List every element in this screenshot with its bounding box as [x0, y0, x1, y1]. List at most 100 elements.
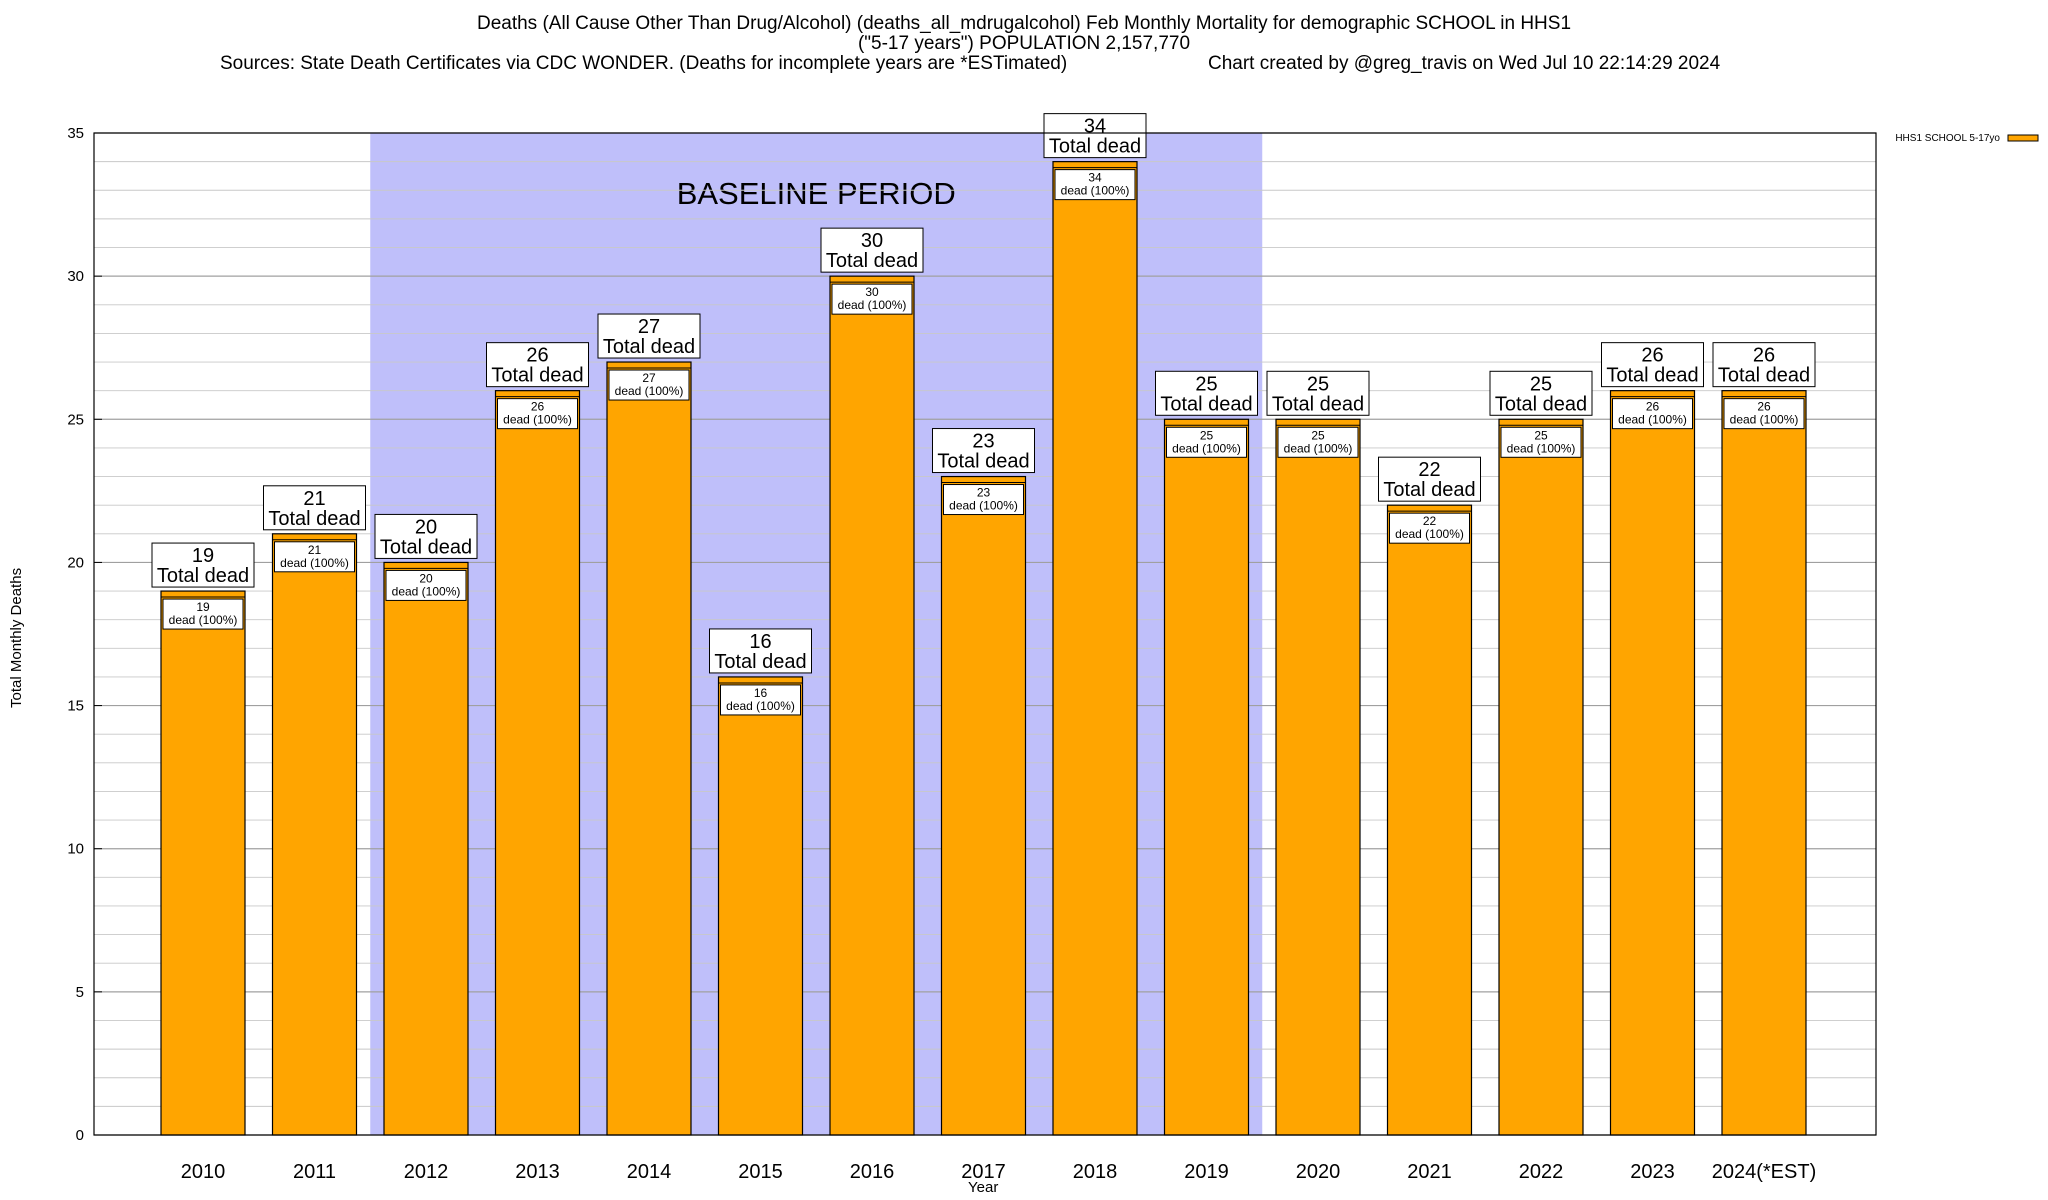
top-label-box [932, 428, 1035, 474]
top-label-box [486, 342, 589, 388]
x-tick-label: 2012 [404, 1161, 449, 1183]
top-label-value: 21 [303, 488, 325, 510]
x-axis-label: Year [968, 1179, 999, 1196]
inner-label-text: dead (100%) [1284, 441, 1353, 455]
inner-label-text: dead (100%) [615, 384, 684, 398]
inner-label-value: 25 [1200, 428, 1214, 442]
top-label-text: Total dead [1495, 393, 1587, 415]
top-label-box [709, 628, 812, 674]
top-label-value: 16 [749, 631, 771, 653]
y-tick-label: 30 [67, 268, 84, 285]
top-label-box [597, 313, 701, 359]
inner-label-value: 30 [865, 285, 879, 299]
inner-label-box [1166, 426, 1247, 458]
top-label-value: 26 [1641, 345, 1663, 367]
inner-label-value: 22 [1423, 514, 1437, 528]
inner-label-box [1723, 398, 1805, 430]
top-label-box [820, 227, 924, 273]
chart-subtitle: ("5-17 years") POPULATION 2,157,770 [857, 33, 1191, 54]
x-tick-label: 2020 [1296, 1161, 1341, 1183]
bar [271, 533, 358, 1136]
inner-label-box [1500, 426, 1582, 458]
bar [1163, 418, 1250, 1136]
plot-frame [93, 132, 1877, 1136]
top-label-text: Total dead [380, 536, 472, 558]
y-axis-label: Total Monthly Deaths [8, 567, 25, 708]
top-label-box [1601, 342, 1704, 388]
top-label-value: 27 [638, 316, 660, 338]
inner-label-text: dead (100%) [503, 413, 572, 427]
inner-label-value: 16 [754, 686, 768, 700]
top-label-text: Total dead [1160, 393, 1252, 415]
top-label-value: 25 [1530, 373, 1552, 395]
inner-label-box [497, 398, 578, 430]
inner-label-text: dead (100%) [838, 298, 907, 312]
y-tick-label: 15 [67, 698, 84, 715]
top-label-text: Total dead [714, 651, 806, 673]
baseline-label: BASELINE PERIOD [677, 176, 956, 211]
inner-label-value: 26 [1757, 400, 1771, 414]
top-label-text: Total dead [603, 336, 695, 358]
x-tick-label: 2010 [181, 1161, 226, 1183]
top-label-text: Total dead [1606, 365, 1698, 387]
inner-label-value: 26 [531, 400, 545, 414]
top-label-value: 25 [1307, 373, 1329, 395]
top-label-box [1266, 370, 1370, 416]
inner-label-box [1054, 169, 1136, 201]
inner-label-text: dead (100%) [392, 584, 461, 598]
inner-label-text: dead (100%) [1618, 413, 1687, 427]
inner-label-text: dead (100%) [280, 556, 349, 570]
inner-label-value: 25 [1311, 428, 1325, 442]
x-tick-label: 2016 [850, 1161, 895, 1183]
inner-label-box [385, 569, 467, 601]
bar [717, 676, 804, 1136]
inner-label-value: 19 [196, 600, 210, 614]
top-label-box [1155, 370, 1258, 416]
top-label-box [374, 513, 478, 559]
chart-credit: Chart created by @greg_travis on Wed Jul… [1208, 53, 1721, 74]
inner-label-value: 26 [1646, 400, 1660, 414]
top-label-value: 25 [1195, 373, 1217, 395]
x-tick-label: 2015 [738, 1161, 783, 1183]
x-tick-label: 2014 [627, 1161, 672, 1183]
top-label-value: 26 [1753, 345, 1775, 367]
inner-label-box [720, 684, 801, 716]
y-tick-label: 5 [76, 984, 84, 1001]
bar [494, 390, 581, 1136]
bar [829, 275, 915, 1136]
inner-label-text: dead (100%) [726, 699, 795, 713]
x-tick-label: 2024(*EST) [1712, 1161, 1817, 1183]
top-label-value: 26 [526, 345, 548, 367]
bar [1386, 504, 1473, 1136]
top-label-value: 34 [1084, 116, 1106, 138]
top-label-box [1043, 113, 1147, 159]
x-tick-label: 2011 [293, 1161, 336, 1183]
inner-label-box [943, 484, 1024, 516]
y-tick-label: 0 [76, 1127, 84, 1144]
top-label-box [151, 542, 255, 588]
bar [1498, 418, 1584, 1136]
inner-label-value: 21 [308, 543, 322, 557]
y-tick-label: 20 [67, 554, 84, 571]
inner-label-box [1277, 426, 1359, 458]
top-label-value: 23 [972, 431, 994, 453]
y-tick-label: 35 [67, 125, 84, 142]
top-label-text: Total dead [1718, 365, 1810, 387]
top-label-box [1378, 456, 1481, 502]
x-tick-label: 2019 [1184, 1161, 1229, 1183]
inner-label-box [831, 283, 913, 315]
bar [1721, 390, 1807, 1136]
y-tick-label: 10 [67, 841, 84, 858]
top-label-text: Total dead [157, 565, 249, 587]
inner-label-box [274, 541, 355, 573]
bar [1275, 418, 1361, 1136]
inner-label-value: 23 [977, 486, 991, 500]
inner-label-text: dead (100%) [1172, 441, 1241, 455]
top-label-value: 22 [1418, 459, 1440, 481]
inner-label-text: dead (100%) [1507, 441, 1576, 455]
inner-label-text: dead (100%) [169, 613, 238, 627]
x-tick-label: 2017 [961, 1161, 1006, 1183]
top-label-value: 30 [861, 230, 883, 252]
inner-label-text: dead (100%) [1061, 184, 1130, 198]
